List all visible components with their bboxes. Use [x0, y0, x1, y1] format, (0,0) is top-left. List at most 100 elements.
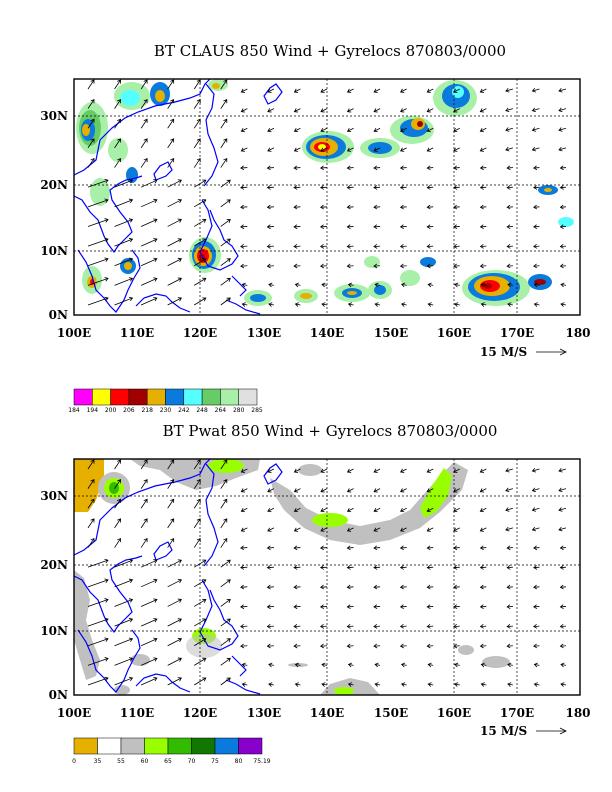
- wind-arrow: [426, 643, 434, 649]
- wind-arrow: [346, 127, 354, 133]
- wind-arrow: [87, 257, 109, 267]
- wind-arrow: [266, 584, 274, 590]
- wind-arrow: [140, 637, 158, 647]
- wind-arrow: [319, 624, 328, 629]
- wind-arrow: [267, 88, 275, 93]
- wind-arrow: [240, 643, 248, 649]
- wind-arrow: [533, 643, 540, 649]
- wind-arrow: [266, 244, 274, 249]
- wind-arrow: [453, 147, 460, 152]
- wind-arrow: [374, 302, 381, 307]
- colorbar-swatch: [183, 388, 203, 406]
- wind-arrow: [426, 127, 434, 133]
- wind-arrow: [479, 643, 487, 649]
- wind-arrow: [559, 204, 567, 210]
- wind-arrow: [240, 545, 248, 551]
- wind-arrow: [293, 165, 301, 171]
- wind-arrow: [399, 643, 407, 649]
- wind-arrow: [531, 127, 540, 132]
- wind-arrow: [373, 108, 381, 113]
- wind-arrow: [346, 204, 354, 210]
- wind-arrow: [479, 244, 487, 249]
- wind-arrow: [427, 662, 434, 668]
- wind-arrow: [559, 643, 567, 649]
- wind-arrow: [266, 643, 274, 649]
- colorbar-label: 0: [72, 758, 76, 765]
- colorbar-swatch: [128, 388, 148, 406]
- wind-arrow: [400, 88, 407, 93]
- wind-arrow: [140, 578, 158, 588]
- panel1-xlabel: 160E: [437, 326, 471, 340]
- wind-arrow: [559, 584, 567, 590]
- wind-arrow: [373, 584, 381, 590]
- wind-arrow: [114, 676, 134, 686]
- wind-arrow: [400, 147, 407, 152]
- wind-arrow: [268, 282, 274, 288]
- wind-arrow: [426, 507, 434, 513]
- wind-arrow: [319, 165, 328, 171]
- wind-arrow: [347, 302, 354, 307]
- wind-arrow: [167, 179, 182, 188]
- colorbar-label: 75.19: [253, 758, 270, 765]
- panel2-ylabel-0n: 0N: [49, 688, 68, 702]
- panel2-xlabel: 160E: [437, 706, 471, 720]
- wind-arrow: [266, 204, 274, 210]
- wind-arrow: [167, 598, 182, 607]
- wind-arrow: [167, 479, 175, 489]
- panel1-vector-reference-label: 15 M/S: [480, 345, 527, 359]
- wind-arrow: [533, 185, 540, 190]
- colorbar-swatch: [214, 737, 239, 755]
- wind-arrow: [400, 127, 407, 133]
- panel2-gridlines: [74, 459, 580, 695]
- wind-arrow: [559, 165, 567, 171]
- wind-arrow: [320, 488, 328, 493]
- wind-arrow: [373, 468, 381, 473]
- wind-arrow: [167, 157, 175, 168]
- wind-arrow: [320, 108, 328, 113]
- wind-arrow: [240, 185, 248, 190]
- panel1-colorbar: 184 194 200 206 218 230 242 248 264 280 285: [68, 388, 263, 414]
- wind-arrow: [140, 157, 148, 168]
- wind-arrow: [194, 618, 207, 627]
- wind-arrow: [193, 498, 201, 509]
- wind-arrow: [167, 218, 182, 227]
- wind-arrow: [426, 624, 434, 629]
- wind-arrow: [293, 507, 301, 513]
- wind-arrow: [426, 584, 434, 590]
- wind-arrow: [114, 79, 121, 90]
- panel1-wind-vectors: [87, 79, 567, 307]
- wind-arrow: [533, 682, 540, 687]
- wind-arrow: [87, 676, 109, 686]
- wind-arrow: [114, 138, 121, 149]
- wind-arrow: [321, 682, 328, 687]
- wind-arrow: [453, 624, 460, 629]
- wind-arrow: [87, 99, 95, 109]
- wind-arrow: [373, 204, 381, 210]
- wind-arrow: [505, 526, 513, 532]
- panel2-xlabel: 100E: [57, 706, 91, 720]
- wind-arrow: [193, 79, 201, 90]
- wind-arrow: [400, 302, 407, 307]
- wind-arrow: [400, 108, 407, 113]
- panel1-gridlines: [74, 79, 580, 315]
- wind-arrow: [87, 637, 109, 647]
- wind-arrow: [266, 185, 274, 190]
- wind-arrow: [194, 218, 207, 227]
- wind-arrow: [505, 467, 513, 473]
- wind-arrow: [220, 537, 228, 548]
- wind-arrow: [167, 579, 182, 588]
- wind-arrow: [558, 127, 567, 132]
- wind-arrow: [426, 204, 434, 210]
- wind-arrow: [373, 127, 381, 133]
- wind-arrow: [266, 224, 274, 230]
- wind-arrow: [114, 218, 134, 227]
- wind-arrow: [373, 147, 381, 152]
- wind-arrow: [114, 157, 121, 168]
- wind-arrow: [220, 99, 228, 109]
- wind-arrow: [267, 147, 275, 152]
- wind-arrow: [559, 185, 567, 190]
- wind-arrow: [399, 165, 407, 171]
- wind-arrow: [346, 507, 354, 513]
- colorbar-label: 242: [178, 407, 190, 414]
- wind-arrow: [167, 138, 175, 149]
